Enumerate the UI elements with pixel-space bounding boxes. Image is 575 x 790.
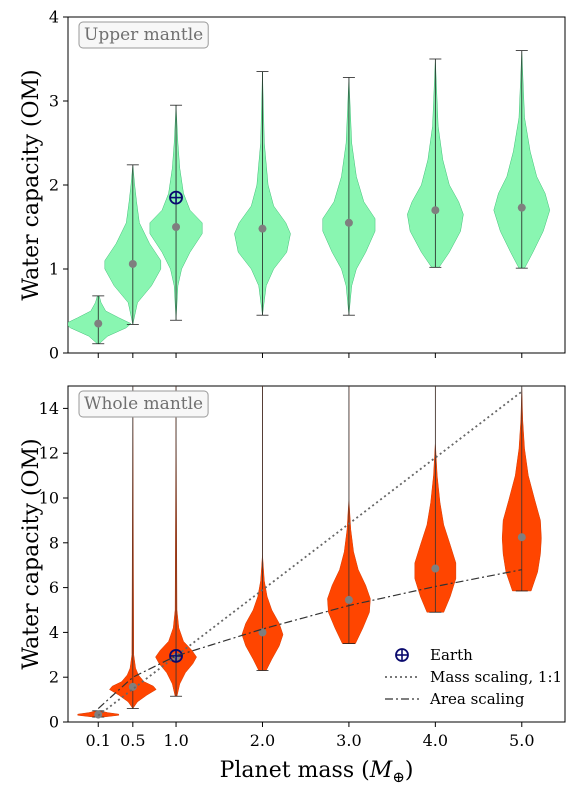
y-tick-label: 10 — [39, 489, 59, 508]
panel-label-frame — [78, 21, 209, 49]
whole-mantle-y-axis-title: Water capacity (OM) — [19, 438, 44, 669]
earth-marker — [169, 649, 183, 663]
y-tick-label: 14 — [39, 399, 59, 418]
upper-mantle-panel-label-box: Upper mantle — [78, 21, 209, 49]
y-tick-label: 12 — [39, 444, 59, 463]
violin-median-point — [128, 682, 137, 691]
legend: Earth Mass scaling, 1:1 Area scaling — [385, 646, 562, 708]
y-tick-label: 3 — [49, 92, 59, 111]
x-tick-label: 1.0 — [163, 731, 188, 750]
x-tick-label: 0.5 — [120, 731, 145, 750]
upper-mantle-axes-frame — [67, 16, 566, 354]
upper-mantle-violins — [68, 50, 551, 345]
upper-mantle-y-axis-title: Water capacity (OM) — [19, 69, 44, 300]
whole-mantle-panel: 0 2 4 6 8 10 12 14 0.1 0.5 1.0 2.0 3.0 4.0 5.0 Whole … — [19, 385, 566, 786]
y-tick-label: 6 — [49, 578, 59, 597]
panel-label: Whole mantle — [84, 394, 203, 414]
y-tick-label: 1 — [49, 260, 59, 279]
legend-entry-area-scaling: Area scaling — [429, 690, 525, 708]
earth-marker — [395, 648, 409, 662]
mass-scaling-line — [97, 390, 523, 717]
y-tick-label: 8 — [49, 533, 59, 552]
violin-median-point — [517, 203, 526, 212]
violin-median-point — [94, 319, 103, 328]
panel-label: Upper mantle — [84, 25, 203, 45]
panel-label-frame — [78, 390, 209, 418]
y-tick-label: 2 — [49, 176, 59, 195]
x-tick-label: 5.0 — [509, 731, 534, 750]
y-tick-label: 0 — [49, 344, 59, 363]
area-scaling-line — [97, 569, 522, 710]
violin-median-point — [431, 206, 440, 215]
x-tick-label: 2.0 — [250, 731, 275, 750]
y-tick-label: 0 — [49, 713, 59, 732]
whole-mantle-panel-label-box: Whole mantle — [78, 390, 209, 418]
violin-median-point — [344, 595, 353, 604]
x-tick-label: 3.0 — [336, 731, 361, 750]
violin-median-point — [258, 628, 267, 637]
whole-mantle-y-ticks: 0 2 4 6 8 10 12 14 — [39, 399, 68, 732]
violin-median-point — [431, 564, 440, 573]
earth-marker — [169, 190, 183, 205]
whole-mantle-scaling-lines — [97, 390, 523, 717]
upper-mantle-x-ticks — [97, 353, 523, 358]
x-tick-label: 0.1 — [86, 731, 111, 750]
whole-mantle-axes-frame — [67, 385, 566, 723]
legend-earth-marker — [395, 648, 409, 662]
y-tick-label: 4 — [49, 8, 59, 27]
violin-median-point — [258, 224, 267, 233]
y-tick-label: 4 — [49, 623, 59, 642]
violin-median-point — [344, 218, 353, 227]
y-tick-label: 2 — [49, 668, 59, 687]
violin-median-point — [517, 533, 526, 542]
whole-mantle-violins — [77, 386, 542, 719]
violin-median-point — [172, 223, 181, 231]
legend-entry-earth: Earth — [430, 646, 473, 664]
upper-mantle-y-ticks: 0 1 2 3 4 — [49, 8, 68, 363]
legend-entry-mass-scaling: Mass scaling, 1:1 — [430, 668, 562, 686]
x-tick-label: 4.0 — [423, 731, 448, 750]
violin-median-point — [128, 259, 137, 268]
whole-mantle-x-ticks: 0.1 0.5 1.0 2.0 3.0 4.0 5.0 — [86, 722, 535, 750]
x-axis-title: Planet mass (M⊕) — [220, 758, 414, 786]
upper-mantle-panel: 0 1 2 3 4 Upper mantle Water capacity (OM) — [19, 8, 566, 363]
